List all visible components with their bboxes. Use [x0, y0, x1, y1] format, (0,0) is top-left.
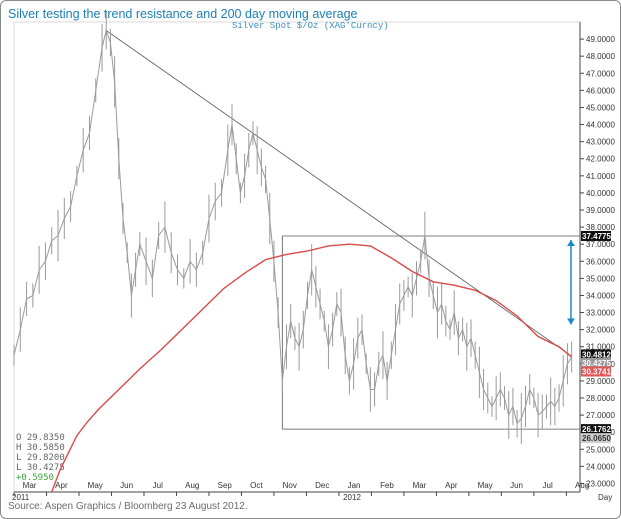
x-tick-label: Jul	[543, 481, 553, 490]
x-tick-label: Mar	[413, 481, 427, 490]
chart-title: Silver testing the trend resistance and …	[8, 7, 358, 21]
y-tick-label: 42.0000	[586, 155, 615, 164]
y-tick-label: 40.0000	[586, 189, 615, 198]
ohlc-box: O 29.8350 H 30.5850 L 29.8200 L 30.4275 …	[16, 433, 65, 483]
x-tick-label: Apr	[55, 481, 68, 490]
x-axis: Mar Apr May Jun Jul Aug Sep Oct Nov Dec Jan Feb Mar A…	[12, 481, 612, 502]
x-year-label: 2012	[343, 493, 361, 502]
y-tick-label: 35.0000	[586, 274, 615, 283]
y-tick-label: 23.0000	[586, 479, 615, 488]
ohlc-high: H 30.5850	[16, 443, 65, 453]
y-tick-label: 25.0000	[586, 445, 615, 454]
legend-text: Silver Spot $/Oz (XAG'Curncy)	[232, 21, 389, 31]
x-tick-label: Apr	[445, 481, 458, 490]
plot-area	[13, 21, 581, 493]
arrow-head-down	[567, 318, 575, 325]
x-tick-label: Jun	[510, 481, 523, 490]
arrow-head-up	[567, 239, 575, 246]
price-tag-label: 30.4275	[582, 359, 611, 368]
trend-resistance-line	[105, 30, 572, 357]
price-tag-label: 37.4775	[582, 232, 611, 241]
price-tag	[581, 357, 611, 368]
price-tag-label: 26.1762	[582, 425, 611, 434]
ohlc-last: L 30.4275	[16, 463, 65, 473]
y-tick-label: 34.0000	[586, 291, 615, 300]
price-tag	[581, 424, 611, 435]
y-tick-label: 33.0000	[586, 309, 615, 318]
x-tick-label: Aug	[185, 481, 199, 490]
x-tick-label: Jan	[348, 481, 361, 490]
price-tag-label: 30.3741	[582, 368, 611, 377]
y-tick-label: 31.0000	[586, 343, 615, 352]
price-tag	[581, 349, 611, 360]
x-tick-label: Sep	[218, 481, 233, 490]
x-tick-label: Oct	[250, 481, 263, 490]
y-tick-label: 27.0000	[586, 411, 615, 420]
x-tick-label: Feb	[380, 481, 394, 490]
y-tick-label: 46.0000	[586, 86, 615, 95]
price-tag	[581, 230, 611, 241]
y-tick-label: 47.0000	[586, 69, 615, 78]
price-tag-label: 26.0650	[582, 434, 611, 443]
ohlc-change: +0.5950	[16, 473, 54, 483]
y-tick-label: 44.0000	[586, 121, 615, 130]
x-tick-label: Dec	[315, 481, 329, 490]
y-tick-label: 39.0000	[586, 206, 615, 215]
x-tick-label: Nov	[283, 481, 297, 490]
x-tick-label: Aug	[575, 481, 589, 490]
price-tag-label: 30.4812	[582, 350, 611, 359]
footer-source: Source: Aspen Graphics / Bloomberg 23 Au…	[8, 501, 248, 512]
y-tick-label: 24.0000	[586, 462, 615, 471]
y-tick-label: 37.0000	[586, 240, 615, 249]
price-line	[13, 28, 573, 425]
x-tick-label: Jun	[120, 481, 133, 490]
y-tick-label: 38.0000	[586, 223, 615, 232]
ohlc-open: O 29.8350	[16, 433, 65, 443]
x-tick-label: Mar	[23, 481, 37, 490]
y-tick-label: 41.0000	[586, 172, 615, 181]
ohlc-low: L 29.8200	[16, 453, 65, 463]
price-tag	[581, 433, 611, 444]
x-tick-label: May	[88, 481, 103, 490]
y-tick-label: 36.0000	[586, 257, 615, 266]
x-end-label: Day	[598, 493, 612, 502]
y-tick-label: 28.0000	[586, 394, 615, 403]
y-tick-label: 48.0000	[586, 52, 615, 61]
x-tick-label: Jul	[153, 481, 163, 490]
series-layer	[13, 11, 580, 493]
ma200-line	[51, 243, 573, 493]
y-tick-label: 49.0000	[586, 35, 615, 44]
price-series	[13, 11, 573, 445]
x-tick-label: May	[478, 481, 493, 490]
x-year-label: 2011	[12, 493, 30, 502]
y-axis: 23.000024.000025.000026.000027.000028.00…	[579, 22, 615, 492]
y-tick-label: 29.0000	[586, 377, 615, 386]
y-tick-label: 32.0000	[586, 326, 615, 335]
price-tag	[581, 366, 611, 377]
y-tick-label: 45.0000	[586, 103, 615, 112]
y-tick-label: 43.0000	[586, 138, 615, 147]
